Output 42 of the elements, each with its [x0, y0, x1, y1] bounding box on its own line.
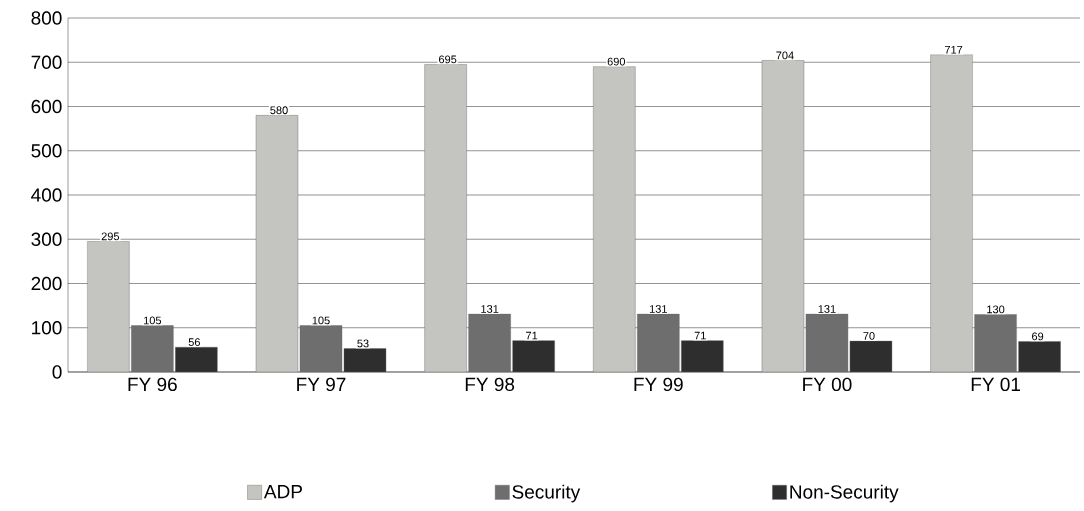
data-label: 131: [818, 305, 836, 313]
data-label: 717: [944, 45, 963, 54]
data-label: 690: [607, 57, 626, 66]
y-tick-label: 800: [31, 11, 62, 25]
data-label: 70: [863, 332, 875, 340]
y-tick-label: 500: [31, 144, 62, 158]
y-tick-label: 300: [31, 232, 62, 246]
data-label: 131: [481, 305, 499, 313]
bar: [593, 66, 636, 372]
data-label: 580: [270, 106, 288, 115]
x-tick-label: FY 97: [297, 377, 346, 392]
bar: [87, 241, 130, 372]
legend-label: Security: [512, 484, 581, 503]
data-label: 69: [1032, 332, 1044, 341]
legend-label: Non-Security: [790, 484, 899, 503]
data-label: 56: [188, 338, 200, 347]
x-tick-label: FY 99: [634, 377, 683, 392]
x-tick-label: FY 00: [803, 377, 852, 392]
bar: [761, 60, 805, 372]
y-tick-label: 700: [31, 55, 62, 69]
bar: [930, 54, 973, 372]
data-label: 131: [649, 305, 667, 313]
y-tick-label: 200: [31, 276, 62, 291]
y-tick-label: 0: [52, 365, 62, 379]
y-tick-label: 100: [32, 321, 62, 335]
x-tick-label: FY 98: [465, 377, 515, 392]
bar: [255, 115, 299, 372]
legend-label: ADP: [263, 485, 302, 499]
x-tick-label: FY 96: [128, 377, 177, 392]
data-label: 295: [101, 232, 120, 241]
y-tick-label: 600: [31, 99, 62, 114]
data-label: 105: [143, 316, 162, 325]
x-tick-label: FY 01: [971, 377, 1020, 392]
data-label: 53: [357, 339, 369, 348]
bar: [424, 64, 467, 372]
data-label: 71: [526, 331, 538, 340]
data-label: 695: [439, 55, 457, 64]
y-tick-label: 400: [31, 188, 62, 202]
data-label: 105: [312, 316, 330, 325]
data-label: 704: [776, 51, 794, 60]
data-label: 130: [987, 305, 1005, 314]
data-label: 71: [694, 331, 706, 340]
